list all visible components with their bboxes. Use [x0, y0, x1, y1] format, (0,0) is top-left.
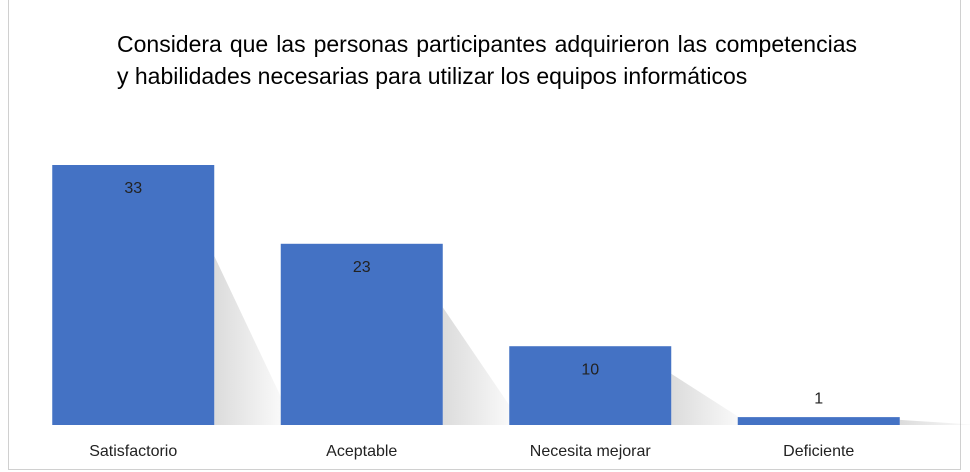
data-label: 1	[814, 390, 823, 407]
x-tick-label: Deficiente	[783, 443, 854, 460]
bar-shadow	[214, 256, 295, 425]
chart-frame	[8, 0, 961, 470]
bar	[280, 243, 443, 425]
data-label: 23	[353, 259, 371, 276]
x-tick-label: Satisfactorio	[89, 443, 177, 460]
x-tick-label: Necesita mejorar	[530, 443, 652, 460]
x-tick-label: Aceptable	[326, 443, 397, 460]
bar-shadow	[671, 373, 752, 425]
data-label: 10	[581, 361, 599, 378]
chart-title: Considera que las personas participantes…	[117, 31, 857, 89]
bar	[737, 417, 900, 425]
bar-shadow	[442, 307, 523, 425]
bar-shadow	[899, 419, 970, 425]
data-label: 33	[124, 180, 142, 197]
bar	[509, 346, 672, 425]
bar	[52, 165, 215, 425]
